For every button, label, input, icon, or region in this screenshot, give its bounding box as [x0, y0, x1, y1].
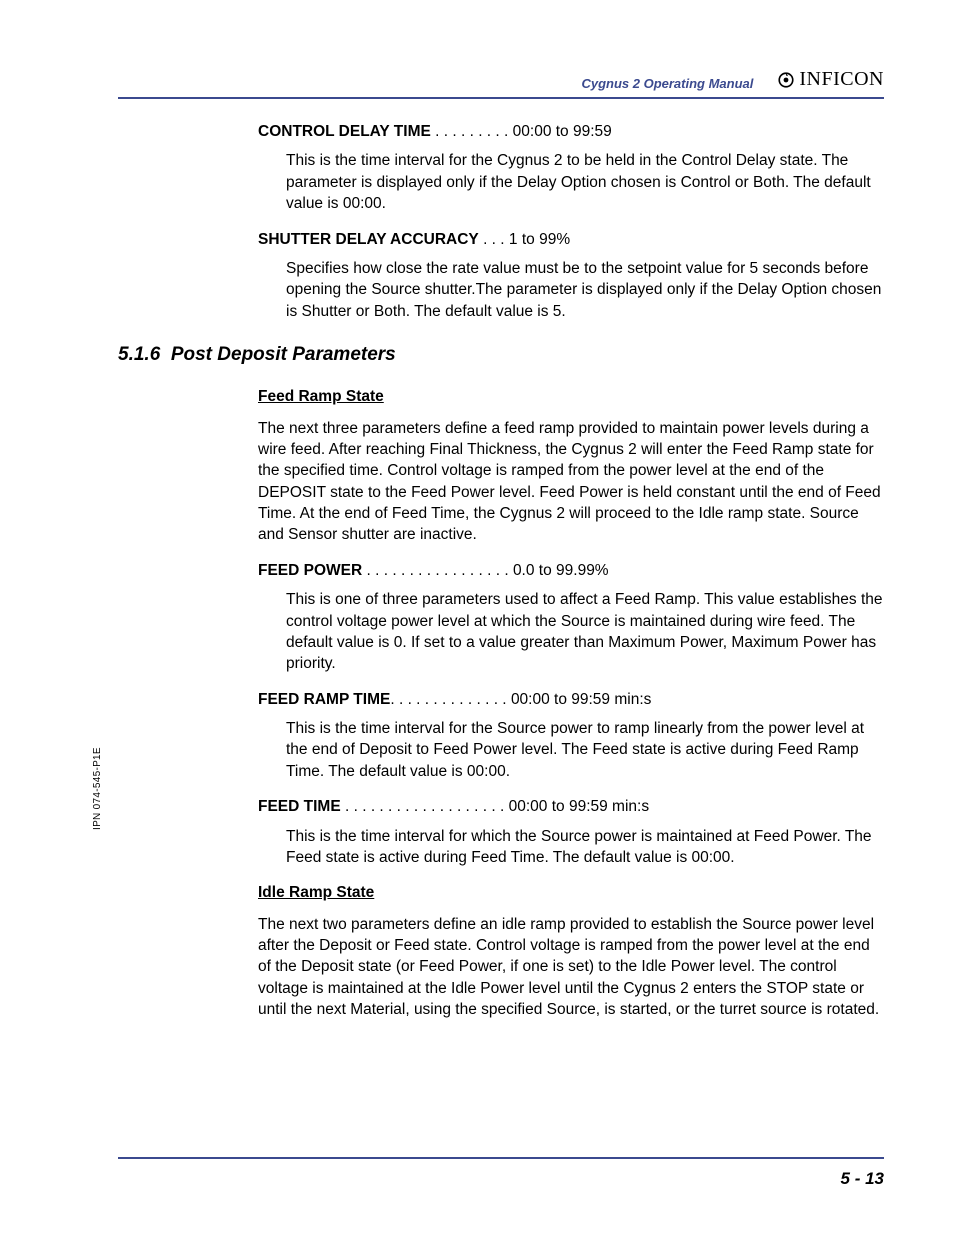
param-description: This is one of three parameters used to … [286, 589, 884, 675]
brand-logo: INFICON [777, 68, 884, 91]
param-name: CONTROL DELAY TIME [258, 123, 431, 140]
param-range: 00:00 to 99:59 min:s [511, 691, 651, 708]
param-description: This is the time interval for the Cygnus… [286, 150, 884, 214]
param-dots: . . . . . . . . . . . . . . . . . [362, 562, 513, 579]
idle-ramp-intro: The next two parameters define an idle r… [258, 914, 884, 1021]
param-dots: . . . . . . . . . . . . . . . . . . . [341, 798, 509, 815]
param-name: FEED POWER [258, 562, 362, 579]
param-heading: CONTROL DELAY TIME . . . . . . . . . 00:… [258, 121, 884, 142]
param-name: FEED TIME [258, 798, 341, 815]
param-range: 0.0 to 99.99% [513, 562, 609, 579]
subheading-idle-ramp: Idle Ramp State [258, 882, 884, 903]
param-description: This is the time interval for which the … [286, 826, 884, 869]
param-heading: FEED TIME . . . . . . . . . . . . . . . … [258, 796, 884, 817]
param-control-delay-time: CONTROL DELAY TIME . . . . . . . . . 00:… [258, 121, 884, 215]
param-feed-ramp-time: FEED RAMP TIME. . . . . . . . . . . . . … [258, 689, 884, 783]
section-number: 5.1.6 [118, 344, 160, 365]
page-number: 5 - 13 [841, 1169, 884, 1189]
param-dots: . . . . . . . . . . . . . . [390, 691, 511, 708]
section-heading: 5.1.6 Post Deposit Parameters [118, 342, 884, 368]
document-page: Cygnus 2 Operating Manual INFICON CONTRO… [0, 0, 954, 1235]
page-header: Cygnus 2 Operating Manual INFICON [118, 68, 884, 99]
param-feed-time: FEED TIME . . . . . . . . . . . . . . . … [258, 796, 884, 868]
param-range: 00:00 to 99:59 [513, 123, 612, 140]
section-title: Post Deposit Parameters [171, 344, 396, 365]
param-dots: . . . [479, 231, 509, 248]
param-feed-power: FEED POWER . . . . . . . . . . . . . . .… [258, 560, 884, 675]
param-heading: SHUTTER DELAY ACCURACY . . . 1 to 99% [258, 229, 884, 250]
logo-icon [777, 71, 795, 89]
param-range: 1 to 99% [509, 231, 570, 248]
param-description: Specifies how close the rate value must … [286, 258, 884, 322]
param-heading: FEED POWER . . . . . . . . . . . . . . .… [258, 560, 884, 581]
side-part-number: IPN 074-545-P1E [92, 747, 103, 830]
param-name: FEED RAMP TIME [258, 691, 390, 708]
param-shutter-delay-accuracy: SHUTTER DELAY ACCURACY . . . 1 to 99% Sp… [258, 229, 884, 323]
page-content: CONTROL DELAY TIME . . . . . . . . . 00:… [118, 121, 884, 1021]
param-dots: . . . . . . . . . [431, 123, 513, 140]
feed-ramp-intro: The next three parameters define a feed … [258, 418, 884, 546]
manual-title: Cygnus 2 Operating Manual [581, 76, 753, 91]
param-description: This is the time interval for the Source… [286, 718, 884, 782]
subheading-feed-ramp: Feed Ramp State [258, 386, 884, 407]
logo-text: INFICON [799, 68, 884, 91]
param-range: 00:00 to 99:59 min:s [509, 798, 649, 815]
param-heading: FEED RAMP TIME. . . . . . . . . . . . . … [258, 689, 884, 710]
footer-rule [118, 1157, 884, 1159]
param-name: SHUTTER DELAY ACCURACY [258, 231, 479, 248]
